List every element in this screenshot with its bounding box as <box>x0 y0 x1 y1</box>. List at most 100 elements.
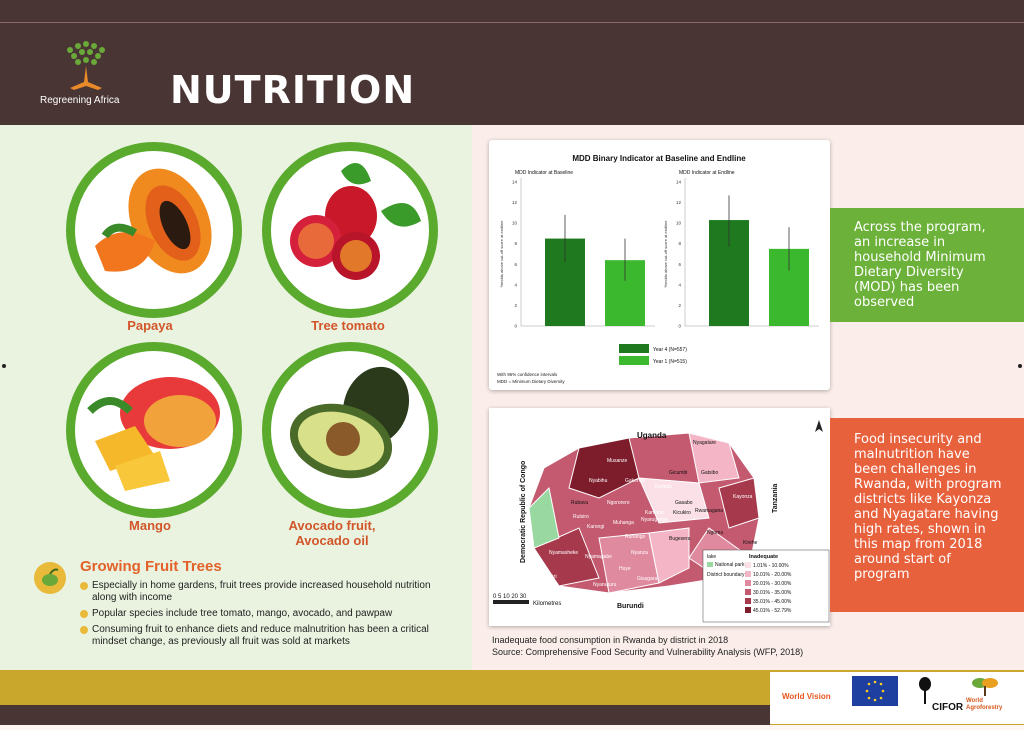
rwanda-map-card: Uganda Tanzania Burundi Democratic Repub… <box>489 408 830 626</box>
map-label: Ngororero <box>607 500 630 506</box>
legend-item: 35.01% - 45.00% <box>753 599 792 605</box>
eu-flag-icon <box>852 676 898 706</box>
map-legend <box>702 549 830 623</box>
chart-note: With 95% confidence intervals <box>497 372 558 377</box>
map-label: Kayonza <box>733 494 753 500</box>
page-title: NUTRITION <box>170 68 416 112</box>
y-tick-label: 0 <box>514 324 517 329</box>
y-axis-label: %mdds above cut-off score at endline <box>663 220 668 288</box>
map-label: Burundi <box>617 603 644 610</box>
y-axis-label: %mdds above cut-off score at endline <box>499 220 504 288</box>
legend-item: District boundary <box>707 572 745 578</box>
map-label: Rulindo <box>655 484 672 490</box>
y-tick-label: 12 <box>512 200 518 205</box>
map-label: Democratic Republic of Congo <box>520 461 527 563</box>
map-label: Tanzania <box>772 483 779 513</box>
y-tick-label: 14 <box>512 180 518 185</box>
agroforestry-logo: World Agroforestry <box>966 698 1003 711</box>
avocado-label: Avocado fruit, Avocado oil <box>288 518 376 548</box>
world-vision-logo: World Vision <box>782 692 831 701</box>
legend-swatch <box>745 562 751 568</box>
map-label: Nyamasheke <box>549 550 578 556</box>
legend-item: 1.01% - 10.00% <box>753 563 789 569</box>
panel-subtitle: MDD Indicator at Endline <box>679 170 735 176</box>
map-label: Nyanza <box>631 550 648 556</box>
legend-swatch <box>619 344 649 353</box>
map-label: Kirehe <box>743 540 758 546</box>
tree-tomato-label: Tree tomato <box>311 318 385 333</box>
map-label: Muhanga <box>613 520 634 526</box>
legend-title: lake <box>707 554 716 560</box>
page-marker <box>1018 364 1022 368</box>
list-item: Consuming fruit to enhance diets and red… <box>80 624 450 648</box>
legend-item: 30.01% - 35.00% <box>753 590 792 596</box>
y-tick-label: 12 <box>676 200 682 205</box>
map-label: Gatsibo <box>701 470 718 476</box>
map-label: Huye <box>619 566 631 572</box>
mdd-chart-card: MDD Binary Indicator at Baseline and End… <box>489 140 830 390</box>
legend-item: 45.01% - 52.79% <box>753 608 792 614</box>
scale-text: 0 5 10 20 30 <box>493 594 527 600</box>
chart-note: MDD = Minimum Dietary Diversity <box>497 379 565 384</box>
legend-title: Inadequate <box>749 554 778 560</box>
scale-bar <box>493 600 529 604</box>
growing-bullets: Especially in home gardens, fruit trees … <box>80 580 450 652</box>
orange-callout-box <box>830 418 1024 612</box>
y-tick-label: 10 <box>512 221 518 226</box>
y-tick-label: 8 <box>678 241 681 246</box>
y-tick-label: 0 <box>678 324 681 329</box>
page-marker <box>2 364 6 368</box>
map-label: Gicumbi <box>669 470 687 476</box>
mango-label: Mango <box>129 518 171 533</box>
panel-subtitle: MDD Indicator at Baseline <box>515 170 573 176</box>
map-label: Rwamagana <box>695 508 723 514</box>
legend-swatch <box>619 356 649 365</box>
green-callout-box <box>830 208 1024 322</box>
agroforestry-tree-icon <box>972 678 998 696</box>
map-label: Gakenke <box>625 478 645 484</box>
legend-label: Year 1 (N=515) <box>653 359 687 365</box>
papaya-label: Papaya <box>127 318 173 333</box>
legend-swatch <box>745 589 751 595</box>
legend-swatch <box>745 598 751 604</box>
map-label: Bugesera <box>669 536 691 542</box>
orange-callout-text: Food insecurity and malnutrition have be… <box>854 432 1002 582</box>
map-label: Gasabo <box>675 500 693 506</box>
header-rule <box>0 22 1024 23</box>
chart-title: MDD Binary Indicator at Baseline and End… <box>572 154 746 163</box>
mango-image <box>66 342 242 518</box>
mdd-chart: MDD Binary Indicator at Baseline and End… <box>497 154 819 384</box>
header-band: Regreening Africa NUTRITION <box>0 0 1024 125</box>
map-label: Nyagatare <box>693 440 716 446</box>
north-arrow-icon <box>815 420 823 432</box>
logo-text: Regreening Africa <box>40 95 120 106</box>
legend-swatch <box>745 580 751 586</box>
legend-swatch <box>707 562 713 567</box>
map-label: Nyaruguru <box>593 582 617 588</box>
map-caption: Inadequate food consumption in Rwanda by… <box>492 634 803 658</box>
papaya-image <box>66 142 242 318</box>
y-tick-label: 4 <box>514 282 517 287</box>
map-label: Uganda <box>637 431 667 440</box>
map-label: Gisagara <box>637 576 658 582</box>
avocado-image <box>262 342 438 518</box>
legend-swatch <box>745 571 751 577</box>
regreening-africa-logo <box>67 41 105 90</box>
y-tick-label: 8 <box>514 241 517 246</box>
y-tick-label: 14 <box>676 180 682 185</box>
y-tick-label: 6 <box>678 262 681 267</box>
caption-line: Inadequate food consumption in Rwanda by… <box>492 635 729 645</box>
list-item: Especially in home gardens, fruit trees … <box>80 580 450 604</box>
legend-label: Year 4 (N=557) <box>653 347 687 353</box>
map-label: Ruhango <box>625 534 646 540</box>
map-label: Kicukiro <box>673 510 691 516</box>
footer-dark-strip <box>0 705 770 725</box>
legend-item: 20.01% - 30.00% <box>753 581 792 587</box>
fruit-icon <box>34 562 66 594</box>
green-callout-text: Across the program, an increase in house… <box>854 220 986 310</box>
map-label: Karongi <box>587 524 604 530</box>
legend-item: National park <box>715 562 745 568</box>
caption-source: Source: Comprehensive Food Security and … <box>492 647 804 657</box>
legend-item: 10.01% - 20.00% <box>753 572 792 578</box>
map-label: Ngoma <box>707 530 723 536</box>
